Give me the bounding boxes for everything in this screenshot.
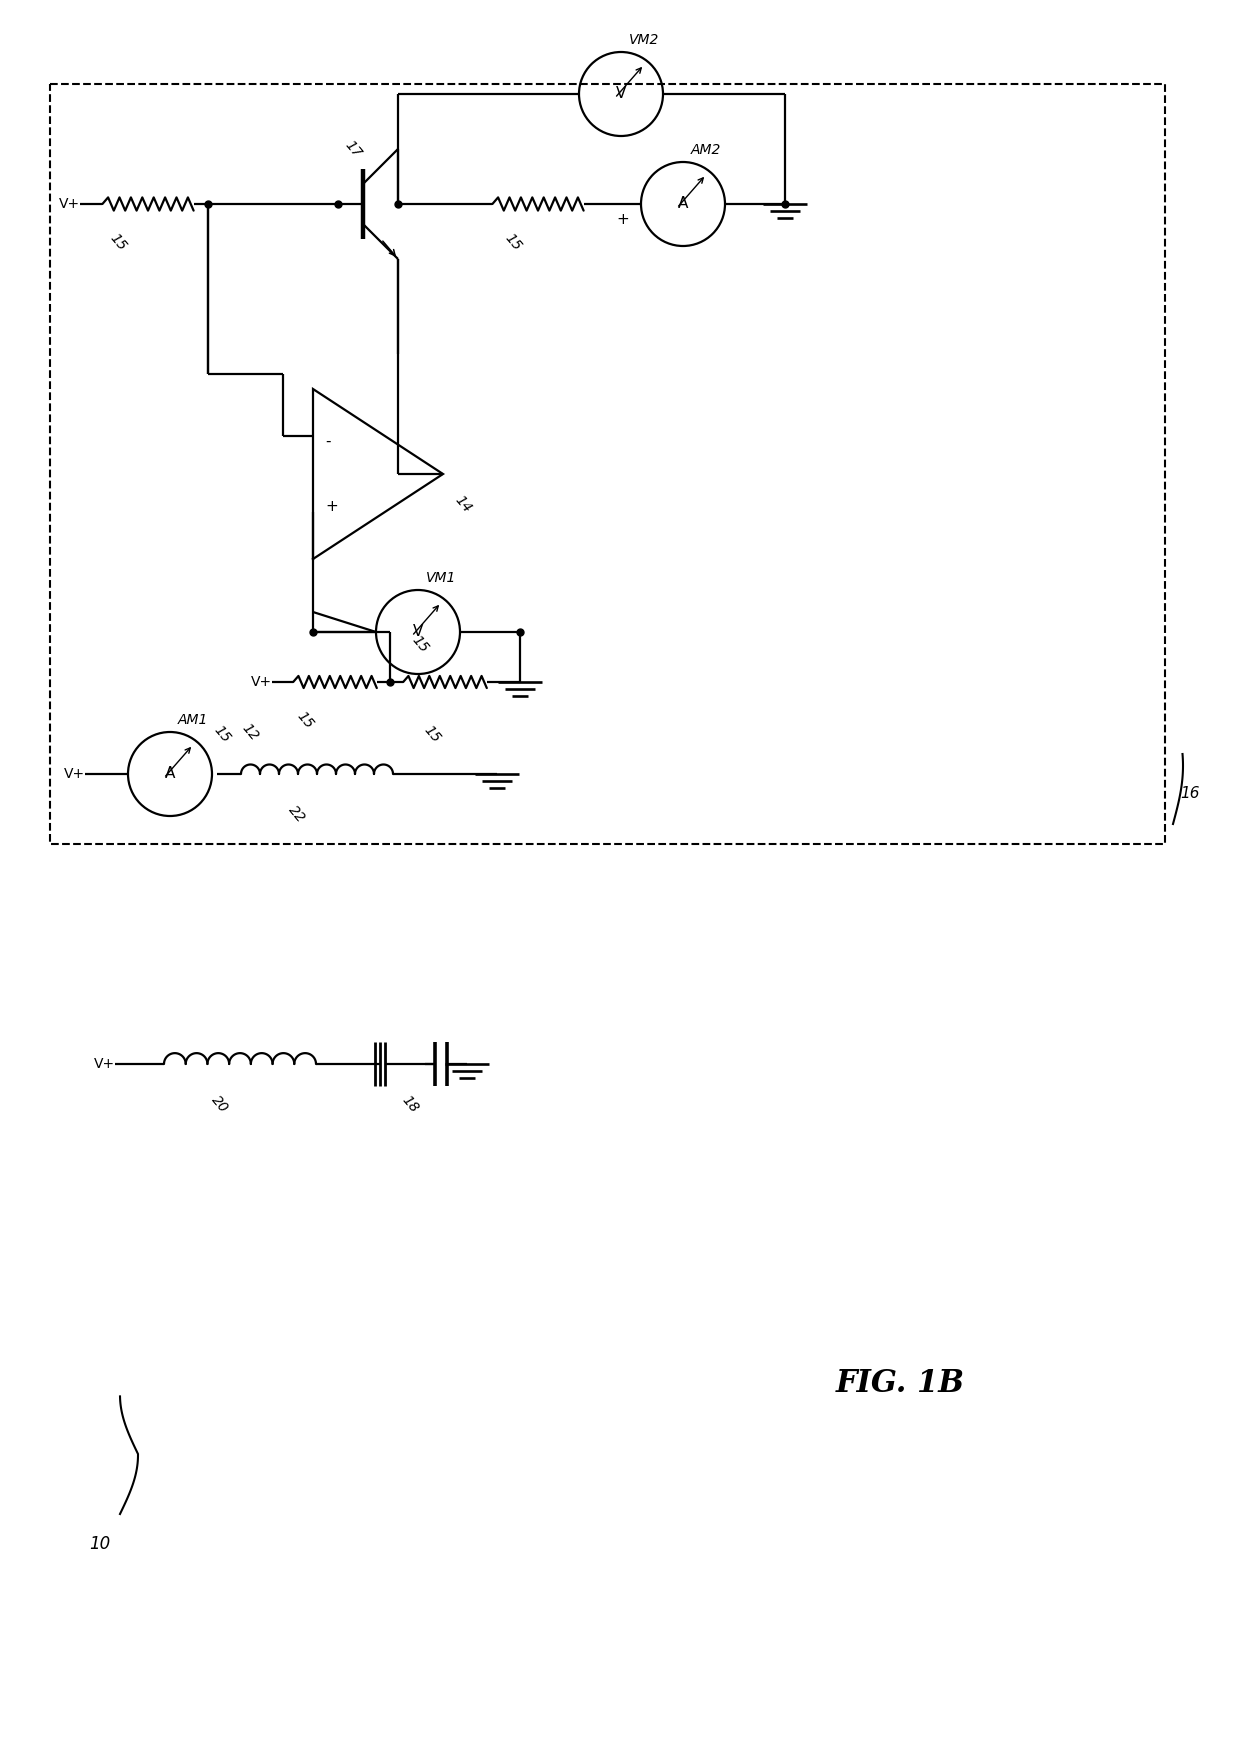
- Text: V: V: [413, 624, 423, 640]
- Text: FIG. 1B: FIG. 1B: [836, 1369, 965, 1399]
- Text: 15: 15: [211, 723, 233, 746]
- Text: 16: 16: [1180, 787, 1199, 801]
- Text: VM1: VM1: [427, 572, 456, 586]
- Text: 14: 14: [451, 492, 474, 515]
- Text: 12: 12: [239, 721, 262, 743]
- Text: 15: 15: [107, 231, 129, 254]
- Text: V+: V+: [58, 198, 81, 212]
- Text: 20: 20: [208, 1092, 231, 1115]
- Text: V+: V+: [64, 767, 86, 781]
- Text: 15: 15: [409, 633, 432, 654]
- Text: +: +: [325, 499, 337, 513]
- Text: V+: V+: [94, 1057, 115, 1071]
- Text: 17: 17: [342, 138, 365, 161]
- Text: V+: V+: [250, 676, 272, 690]
- Text: +: +: [616, 212, 630, 226]
- Text: 10: 10: [89, 1535, 110, 1552]
- Text: V: V: [616, 86, 626, 102]
- Text: A: A: [165, 767, 175, 781]
- Text: AM2: AM2: [691, 143, 722, 157]
- Text: 15: 15: [294, 709, 316, 732]
- Text: 15: 15: [502, 231, 525, 254]
- Text: 22: 22: [286, 803, 308, 826]
- Text: AM1: AM1: [179, 713, 208, 727]
- Text: 18: 18: [399, 1092, 422, 1115]
- Text: -: -: [325, 434, 331, 450]
- Text: VM2: VM2: [629, 34, 660, 48]
- Text: A: A: [678, 196, 688, 212]
- Text: 15: 15: [420, 723, 443, 746]
